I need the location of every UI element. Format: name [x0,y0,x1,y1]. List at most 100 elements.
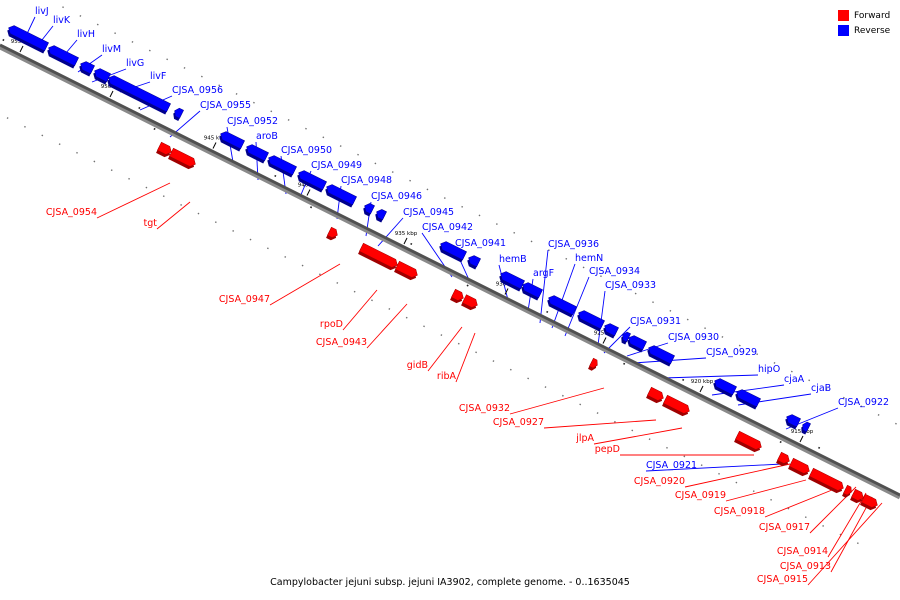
reverse-gene-feature [621,331,631,345]
leader-line [377,217,404,247]
forward-gene-feature [461,294,478,311]
gene-label: CJSA_0930 [668,332,719,343]
reverse-gene-feature [547,295,577,318]
gene-label: CJSA_0942 [422,222,473,233]
gene-label: ribA [437,371,457,382]
tick-mark [403,237,408,245]
gene-label: CJSA_0917 [759,522,810,533]
gene-label: CJSA_0949 [311,160,362,171]
gene-label: CJSA_0950 [281,145,332,156]
tick-mark [602,337,607,344]
tick-mark [212,142,217,149]
forward-swatch [838,10,849,21]
guide-track [0,50,898,502]
leader-line [626,342,669,357]
forward-gene-feature [808,467,844,494]
gene-label: CJSA_0941 [455,238,506,249]
reverse-gene-feature [375,209,387,223]
reverse-gene-feature [219,131,245,152]
forward-gene-feature [662,394,690,417]
forward-gene-feature [646,386,664,404]
reverse-gene-feature [245,144,269,164]
forward-gene-feature [588,357,598,371]
leader-line [156,201,191,230]
forward-gene-feature [788,457,810,477]
reverse-gene-feature [363,203,375,217]
forward-gene-feature [850,488,864,504]
gene-label: CJSA_0915 [757,574,808,585]
tick-mark [699,385,704,393]
gene-label: CJSA_0914 [777,546,828,557]
leader-line [269,263,341,306]
leader-line [684,463,791,488]
gene-label: CJSA_0946 [371,191,422,202]
legend-reverse: Reverse [838,23,890,38]
leader-line [543,419,657,429]
guide-track [0,113,873,552]
reverse-gene-feature [267,155,297,178]
legend-forward: Forward [838,8,890,23]
leader-line [830,496,873,573]
backbone-line [0,43,900,497]
leader-line [662,374,759,379]
reverse-gene-feature [735,389,761,410]
reverse-gene-feature [603,323,619,339]
reverse-gene-feature [47,45,79,69]
reverse-gene-feature [499,271,525,292]
reverse-gene-feature [785,414,801,430]
gene-label: hemB [499,254,527,265]
gene-label: jlpA [575,433,594,444]
reverse-gene-feature [7,25,49,54]
gene-label: pepD [595,444,620,455]
gene-label: CJSA_0918 [714,506,765,517]
tick-label: 945 kbp [204,136,227,142]
gene-label: rpoD [320,319,343,330]
reverse-gene-feature [93,68,111,85]
forward-gene-feature [842,484,852,498]
gene-label: livM [102,44,121,55]
leader-line [807,502,883,586]
forward-gene-feature [326,226,338,241]
reverse-gene-feature [79,61,95,77]
leader-line [96,182,171,219]
tick-mark [19,45,24,53]
reverse-gene-feature [439,241,467,263]
reverse-gene-feature [647,345,675,367]
gene-label: CJSA_0913 [780,561,831,572]
gene-features [7,25,878,511]
gene-label: CJSA_0929 [706,347,757,358]
gene-label: tgt [144,218,158,229]
gene-label: CJSA_0947 [219,294,270,305]
forward-gene-feature [734,430,762,453]
gene-labels: livJ livK livH livM livG livF CJSA_0956 CJSA_09… [35,6,889,585]
guide-track [2,38,900,490]
tick-mark [504,288,509,295]
forward-gene-feature [394,260,418,281]
reverse-gene-feature [577,310,605,332]
gene-label: CJSA_0933 [605,280,656,291]
leader-line [342,289,378,331]
gene-label: livG [126,58,144,69]
gene-label: argF [533,268,554,279]
gene-label: livH [77,29,95,40]
gene-label: CJSA_0954 [46,207,97,218]
leader-line [455,332,476,383]
gene-label: CJSA_0931 [630,316,681,327]
gene-label: livK [53,15,71,26]
leader-line [645,463,783,472]
gene-label: CJSA_0920 [634,476,685,487]
reverse-gene-feature [521,282,543,301]
tick-mark [306,189,311,196]
forward-gene-feature [776,451,790,467]
tick-label: 920 kbp [691,379,714,385]
gene-label: CJSA_0956 [172,85,223,96]
leader-line [827,492,867,558]
gene-label: cjaB [811,383,831,394]
legend-forward-label: Forward [854,10,891,21]
leader-line [764,489,833,518]
gene-label: livJ [35,6,49,17]
gene-label: gidB [407,360,428,371]
